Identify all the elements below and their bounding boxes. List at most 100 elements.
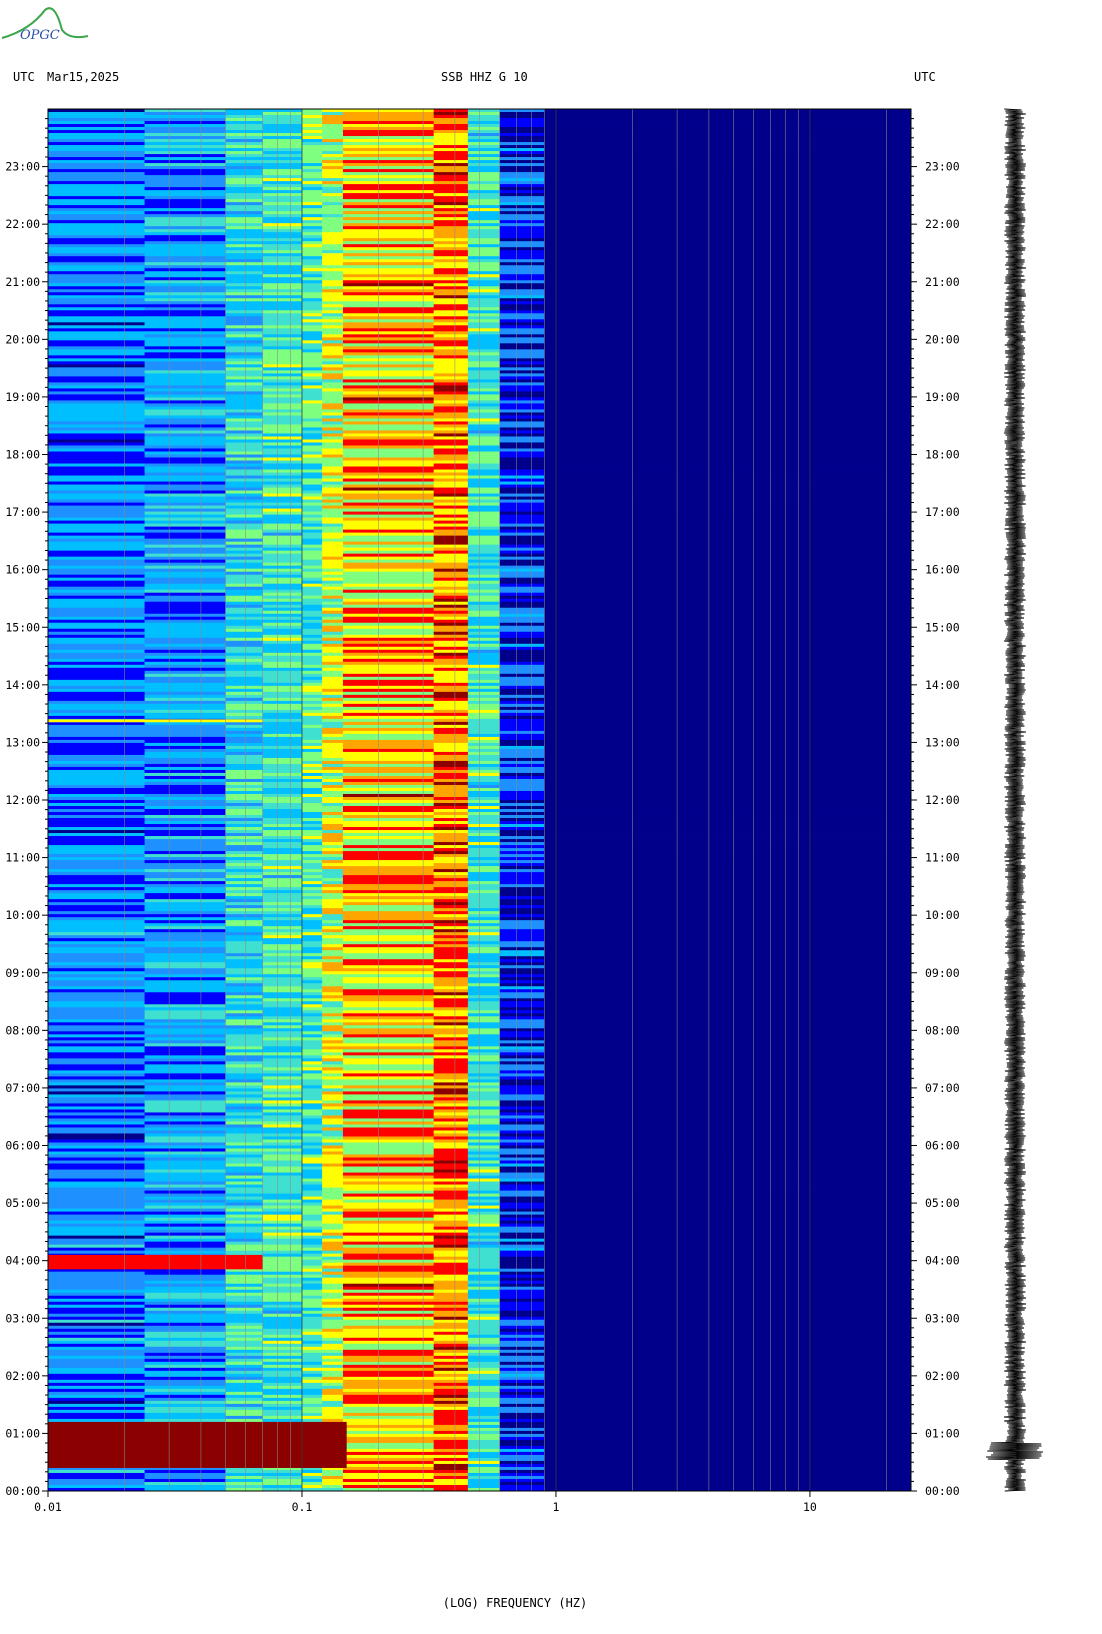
heat-cell xyxy=(322,1397,344,1402)
heat-cell xyxy=(225,1376,264,1381)
heat-cell xyxy=(433,953,469,957)
heat-cell xyxy=(262,442,303,446)
heat-cell xyxy=(322,565,344,570)
heat-cell xyxy=(48,971,146,975)
heat-cell xyxy=(467,1274,501,1279)
heat-cell xyxy=(262,989,303,993)
heat-cell xyxy=(48,118,146,122)
heat-cell xyxy=(433,556,469,561)
heat-cell xyxy=(322,950,344,954)
heat-cell xyxy=(499,427,545,431)
heat-cell xyxy=(544,442,912,446)
heat-cell xyxy=(467,259,501,263)
heat-cell xyxy=(544,1322,912,1327)
heat-cell xyxy=(322,625,344,630)
heat-cell xyxy=(48,544,146,549)
heat-cell xyxy=(433,490,469,494)
heat-cell xyxy=(342,1274,435,1279)
heat-cell xyxy=(144,899,227,903)
heat-cell xyxy=(433,235,469,239)
heat-cell xyxy=(144,289,227,293)
heat-cell xyxy=(225,1226,264,1231)
heat-cell xyxy=(342,448,435,452)
heat-cell xyxy=(433,983,469,987)
heat-cell xyxy=(144,148,227,152)
heat-cell xyxy=(544,1319,912,1324)
heat-cell xyxy=(499,965,545,969)
heat-cell xyxy=(262,520,303,524)
heat-cell xyxy=(467,995,501,999)
heat-cell xyxy=(499,1427,545,1432)
heat-cell xyxy=(225,754,264,759)
heat-cell xyxy=(499,1097,545,1101)
heat-cell xyxy=(467,1451,501,1456)
heat-cell xyxy=(262,890,303,894)
heat-cell xyxy=(48,1322,146,1327)
heat-cell xyxy=(48,818,146,822)
heat-cell xyxy=(301,1385,323,1390)
heat-cell xyxy=(301,1085,323,1089)
heat-cell xyxy=(262,643,303,648)
heat-cell xyxy=(144,349,227,353)
heat-cell xyxy=(144,989,227,993)
heat-cell xyxy=(433,631,469,636)
heat-cell xyxy=(433,959,469,963)
heat-cell xyxy=(342,1412,435,1417)
heat-cell xyxy=(467,655,501,660)
heat-cell xyxy=(262,364,303,368)
heat-cell xyxy=(433,706,469,711)
heat-cell xyxy=(433,655,469,660)
heat-cell xyxy=(322,1238,344,1243)
heat-cell xyxy=(262,757,303,762)
heat-cell xyxy=(342,908,435,912)
heat-cell xyxy=(48,733,146,738)
heat-cell xyxy=(433,331,469,335)
heat-cell xyxy=(467,926,501,930)
heat-cell xyxy=(144,766,227,771)
heat-cell xyxy=(322,229,344,233)
heat-cell xyxy=(499,337,545,341)
heat-cell xyxy=(301,797,323,801)
heat-cell xyxy=(544,1217,912,1221)
heat-cell xyxy=(144,1211,227,1215)
heat-cell xyxy=(48,427,146,431)
heat-cell xyxy=(499,307,545,311)
heat-cell xyxy=(433,565,469,570)
heat-cell xyxy=(342,923,435,927)
heat-cell xyxy=(144,283,227,287)
heat-cell xyxy=(262,241,303,245)
heat-cell xyxy=(322,1109,344,1113)
heat-cell xyxy=(225,1229,264,1234)
heat-cell xyxy=(433,715,469,720)
heat-cell xyxy=(499,463,545,467)
heat-cell xyxy=(322,1106,344,1110)
heat-cell xyxy=(262,562,303,567)
heat-cell xyxy=(262,1019,303,1023)
heat-cell xyxy=(322,271,344,275)
heat-cell xyxy=(499,878,545,882)
heat-cell xyxy=(322,418,344,422)
heat-cell xyxy=(48,1034,146,1038)
heat-cell xyxy=(225,1088,264,1092)
heat-cell xyxy=(225,1034,264,1038)
heat-cell xyxy=(467,971,501,975)
heat-cell xyxy=(322,1067,344,1071)
heat-cell xyxy=(467,1436,501,1441)
heat-cell xyxy=(262,1322,303,1327)
heat-cell xyxy=(499,905,545,909)
heat-cell xyxy=(225,908,264,912)
heat-cell xyxy=(544,229,912,233)
heat-cell xyxy=(433,1097,469,1101)
heat-cell xyxy=(144,232,227,236)
heat-cell xyxy=(301,1229,323,1234)
heat-cell xyxy=(342,142,435,146)
heat-cell xyxy=(467,1208,501,1212)
heat-cell xyxy=(144,914,227,918)
heat-cell xyxy=(48,950,146,954)
heat-cell xyxy=(144,1340,227,1345)
heat-cell xyxy=(467,778,501,783)
heat-cell xyxy=(262,637,303,642)
heat-cell xyxy=(262,187,303,191)
heat-cell xyxy=(544,1232,912,1237)
heat-cell xyxy=(262,971,303,975)
